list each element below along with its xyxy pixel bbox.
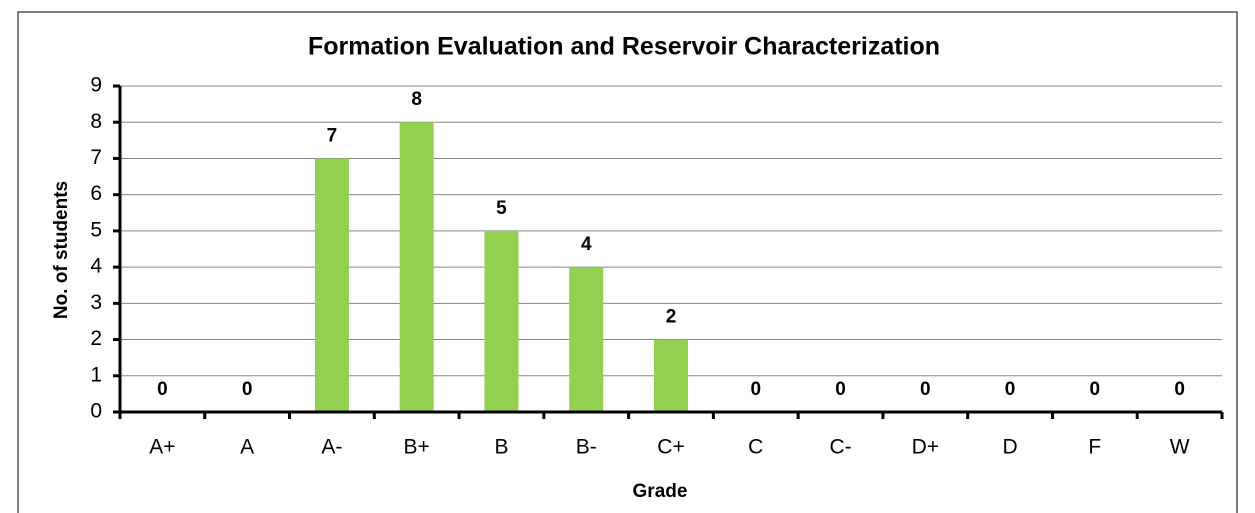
x-tick-label: B+ — [404, 436, 430, 459]
x-tick-label: C+ — [657, 436, 684, 459]
y-axis-label: No. of students — [51, 181, 72, 319]
bar — [654, 339, 688, 412]
y-tick-label: 2 — [90, 327, 102, 350]
x-tick-label: C- — [829, 436, 851, 459]
x-tick-label: A — [240, 436, 254, 459]
chart-title: Formation Evaluation and Reservoir Chara… — [308, 33, 940, 61]
y-tick-label: 4 — [90, 255, 102, 278]
y-tick-label: 9 — [90, 74, 102, 97]
data-label: 2 — [666, 307, 677, 328]
data-label: 0 — [242, 379, 253, 400]
bar — [569, 267, 604, 412]
y-tick-label: 0 — [90, 400, 102, 423]
data-label: 4 — [581, 234, 592, 255]
x-tick-label: A- — [321, 436, 342, 459]
data-label: 0 — [1090, 379, 1101, 400]
y-tick-label: 5 — [90, 218, 102, 241]
x-tick-label: D+ — [912, 436, 939, 459]
data-label: 0 — [835, 379, 846, 400]
data-label: 0 — [1005, 379, 1016, 400]
bar — [484, 230, 519, 412]
chart-frame — [17, 11, 1238, 513]
x-tick-label: F — [1088, 436, 1101, 459]
data-label: 0 — [1174, 379, 1185, 400]
y-tick-label: 6 — [90, 182, 102, 205]
x-tick-label: W — [1170, 436, 1190, 459]
y-tick-label: 7 — [90, 146, 102, 169]
x-tick-label: C — [748, 436, 763, 459]
x-tick-label: B- — [576, 436, 597, 459]
data-label: 7 — [327, 125, 338, 146]
y-tick-label: 1 — [90, 363, 102, 386]
y-tick-label: 8 — [90, 110, 102, 133]
bar — [314, 158, 349, 412]
data-label: 0 — [920, 379, 931, 400]
x-tick-label: B — [494, 436, 508, 459]
data-label: 0 — [157, 379, 168, 400]
x-tick-label: A+ — [149, 436, 175, 459]
bar — [399, 122, 434, 412]
y-tick-label: 3 — [90, 291, 102, 314]
x-tick-label: D — [1002, 436, 1017, 459]
data-label: 0 — [750, 379, 761, 400]
data-label: 5 — [496, 198, 507, 219]
x-axis-label: Grade — [633, 481, 688, 502]
data-label: 8 — [411, 89, 422, 110]
